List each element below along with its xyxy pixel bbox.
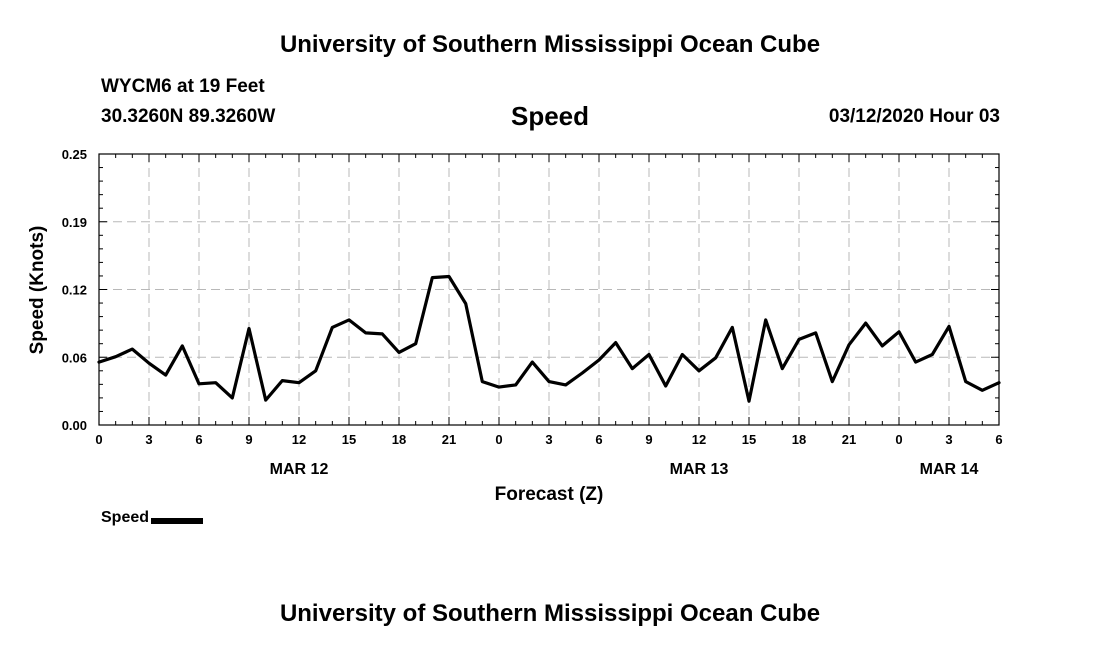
x-tick-label: 0 (895, 432, 902, 447)
x-tick-label: 6 (195, 432, 202, 447)
date-label: MAR 14 (920, 461, 979, 478)
coordinates-label: 30.3260N 89.3260W (101, 106, 276, 127)
x-tick-label: 21 (842, 432, 856, 447)
speed-series-line (97, 274, 1001, 403)
y-tick-label: 0.06 (62, 350, 87, 365)
forecast-datestamp: 03/12/2020 Hour 03 (828, 106, 1000, 127)
y-tick-label: 0.25 (62, 147, 87, 162)
x-tick-label: 15 (742, 432, 756, 447)
x-tick-label: 18 (392, 432, 406, 447)
x-tick-label: 18 (792, 432, 806, 447)
y-tick-label: 0.19 (62, 215, 87, 230)
date-label: MAR 13 (670, 461, 729, 478)
x-tick-label: 3 (545, 432, 552, 447)
y-axis-title: Speed (Knots) (27, 226, 48, 355)
station-label: WYCM6 at 19 Feet (101, 76, 265, 97)
axis-ticks (98, 153, 1000, 426)
x-tick-label: 15 (342, 432, 356, 447)
variable-heading: Speed (510, 101, 590, 131)
x-tick-label: 0 (95, 432, 102, 447)
x-tick-label: 6 (995, 432, 1002, 447)
x-tick-label: 3 (145, 432, 152, 447)
x-tick-label: 0 (495, 432, 502, 447)
x-tick-label: 9 (645, 432, 652, 447)
x-tick-label: 6 (595, 432, 602, 447)
grid-lines (99, 154, 999, 425)
x-tick-label: 9 (245, 432, 252, 447)
tick-labels: 0 3 6 9 12 15 18 21 0 3 6 9 12 15 18 21 0 3 6 MAR 12 MAR 13 M… (62, 147, 1003, 478)
y-tick-label: 0.12 (62, 283, 87, 298)
legend-label: Speed (101, 509, 150, 526)
date-label: MAR 12 (270, 461, 329, 478)
x-tick-label: 21 (442, 432, 456, 447)
x-tick-label: 12 (692, 432, 706, 447)
legend-swatch (151, 517, 204, 524)
x-axis-title: Forecast (Z) (495, 484, 604, 505)
x-tick-label: 12 (292, 432, 306, 447)
x-tick-label: 3 (945, 432, 952, 447)
legend: Speed (101, 509, 204, 527)
footer-title: University of Southern Mississippi Ocean… (279, 600, 821, 627)
y-tick-label: 0.00 (62, 418, 87, 433)
chart-main-title: University of Southern Mississippi Ocean… (279, 31, 821, 58)
